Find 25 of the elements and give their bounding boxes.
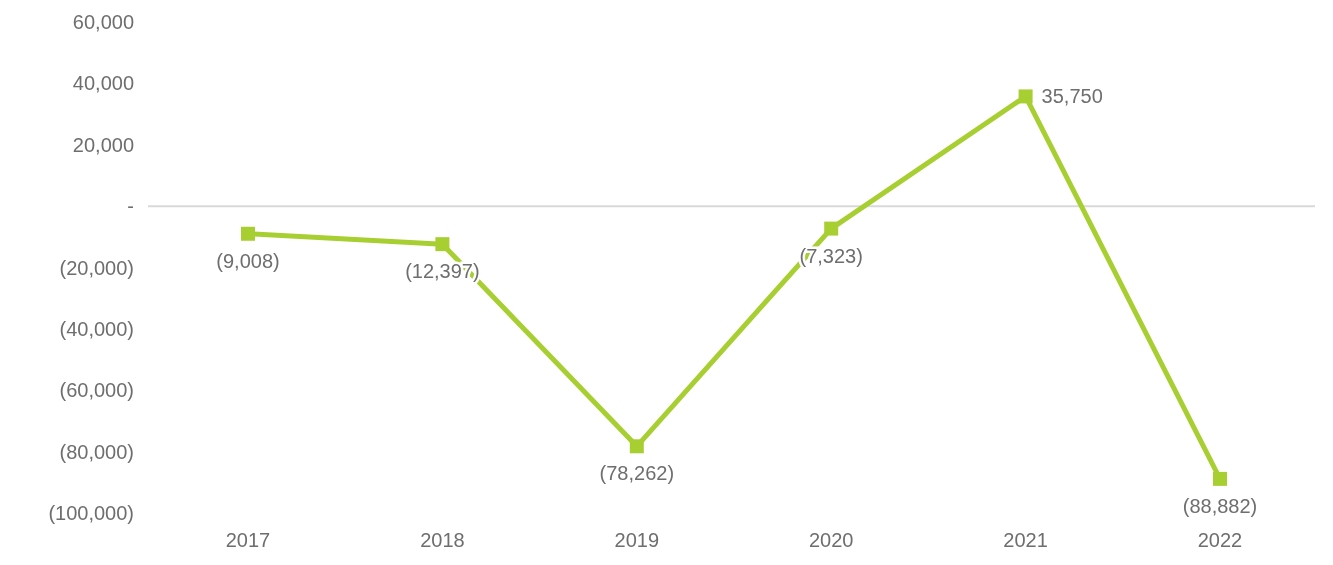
x-tick-label: 2020	[808, 529, 854, 552]
x-tick-label: 2022	[1197, 529, 1243, 552]
x-tick-label: 2017	[225, 529, 271, 552]
point	[1213, 471, 1227, 486]
point	[241, 226, 255, 241]
data-label: (9,008)	[216, 249, 280, 272]
y-tick-label: 20,000	[72, 133, 134, 156]
x-tick-label: 2019	[614, 529, 660, 552]
point	[435, 237, 450, 252]
data-label: 35,750	[1041, 85, 1103, 108]
point	[1018, 89, 1033, 104]
y-tick-label: (20,000)	[59, 256, 134, 279]
y-tick-label: (80,000)	[59, 440, 134, 463]
y-tick-label: 60,000	[72, 11, 134, 34]
x-tick-label: 2021	[1003, 529, 1048, 552]
point	[629, 439, 644, 454]
y-tick-label: (100,000)	[48, 502, 134, 525]
data-label: (88,882)	[1182, 494, 1258, 517]
y-tick-label: (40,000)	[59, 317, 134, 340]
data-label: (78,262)	[599, 462, 675, 485]
point	[824, 221, 839, 236]
y-tick-label: 40,000	[72, 72, 134, 95]
y-tick-label: -	[127, 195, 134, 218]
y-tick-label: (60,000)	[59, 379, 134, 402]
x-tick-label: 2018	[420, 529, 465, 552]
